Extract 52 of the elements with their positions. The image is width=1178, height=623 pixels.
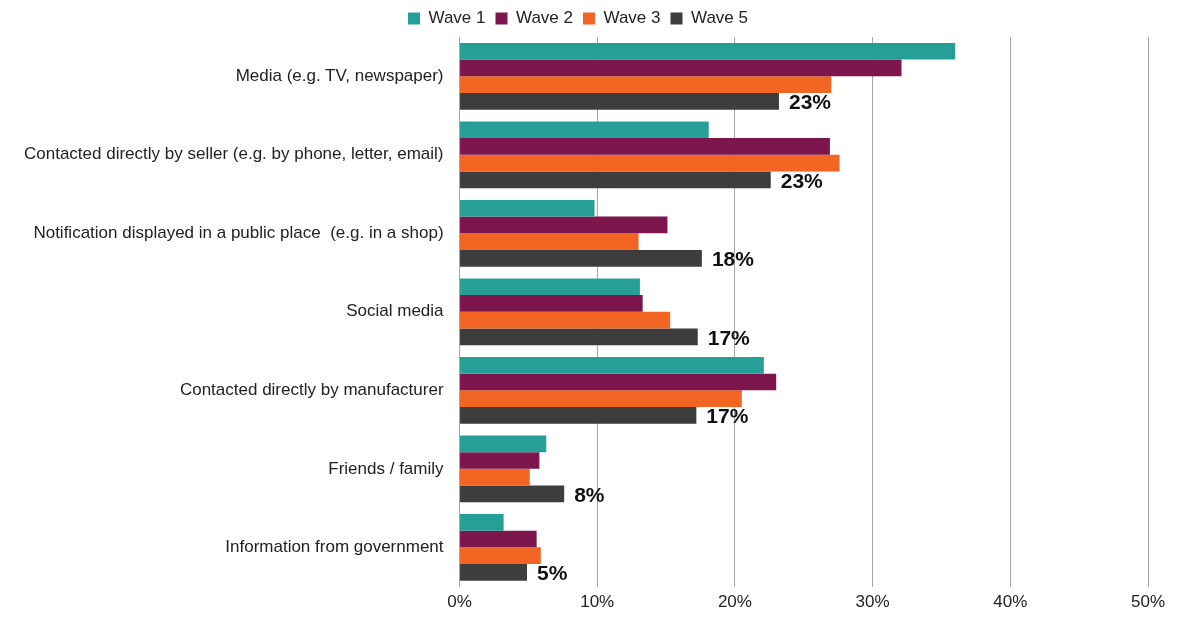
bar: [460, 328, 698, 346]
y-tick-label: Contacted directly by manufacturer: [179, 380, 444, 399]
x-tick-label: 30%: [855, 592, 890, 612]
data-label: 8%: [574, 482, 605, 506]
bar: [460, 435, 547, 453]
data-label: 5%: [537, 561, 568, 585]
bar: [460, 42, 956, 60]
y-tick-label: Social media: [346, 301, 445, 321]
bar: [460, 390, 742, 407]
bar: [460, 407, 697, 424]
bar: [460, 356, 764, 374]
bar: [460, 547, 541, 565]
bar: [460, 564, 528, 581]
y-tick-label: Notification displayed in a public place (e.g. in a shop): [33, 222, 444, 242]
bar: [460, 513, 504, 531]
bar: [460, 171, 771, 189]
bar: [460, 249, 702, 267]
x-tick-label: 40%: [993, 592, 1028, 612]
data-label: 18%: [711, 247, 755, 271]
data-label: 17%: [707, 325, 751, 349]
legend-label: Wave 5: [691, 8, 749, 28]
bar: [460, 138, 830, 155]
bar: [460, 295, 643, 312]
x-tick-label: 50%: [1130, 592, 1166, 612]
legend-label: Wave 2: [516, 8, 574, 28]
data-label: 23%: [780, 168, 824, 192]
bar: [460, 468, 530, 486]
x-tick-label: 20%: [717, 592, 752, 612]
data-label: 17%: [706, 404, 749, 428]
bar: [460, 311, 671, 329]
bar: [460, 452, 540, 469]
y-tick-label: Contacted directly by seller (e.g. by phone, letter, email): [23, 144, 444, 164]
bar: [460, 59, 902, 77]
x-tick-label: 10%: [580, 592, 615, 612]
legend-label: Wave 3: [603, 8, 661, 28]
y-tick-label: Friends / family: [328, 458, 445, 478]
bar: [460, 485, 565, 503]
bar: [460, 76, 832, 93]
x-tick-label: 0%: [447, 592, 472, 612]
y-tick-label: Information from government: [225, 537, 444, 557]
bar: [460, 199, 595, 217]
bar: [460, 373, 777, 391]
bar: [460, 530, 537, 548]
bar: [460, 121, 709, 139]
legend-label: Wave 1: [428, 8, 486, 28]
bar: [460, 278, 640, 296]
data-label: 23%: [788, 90, 832, 114]
bar: [460, 216, 668, 234]
bar: [460, 233, 639, 250]
bar: [460, 154, 840, 172]
bar: [460, 92, 779, 110]
y-tick-label: Media (e.g. TV, newspaper): [235, 65, 444, 85]
